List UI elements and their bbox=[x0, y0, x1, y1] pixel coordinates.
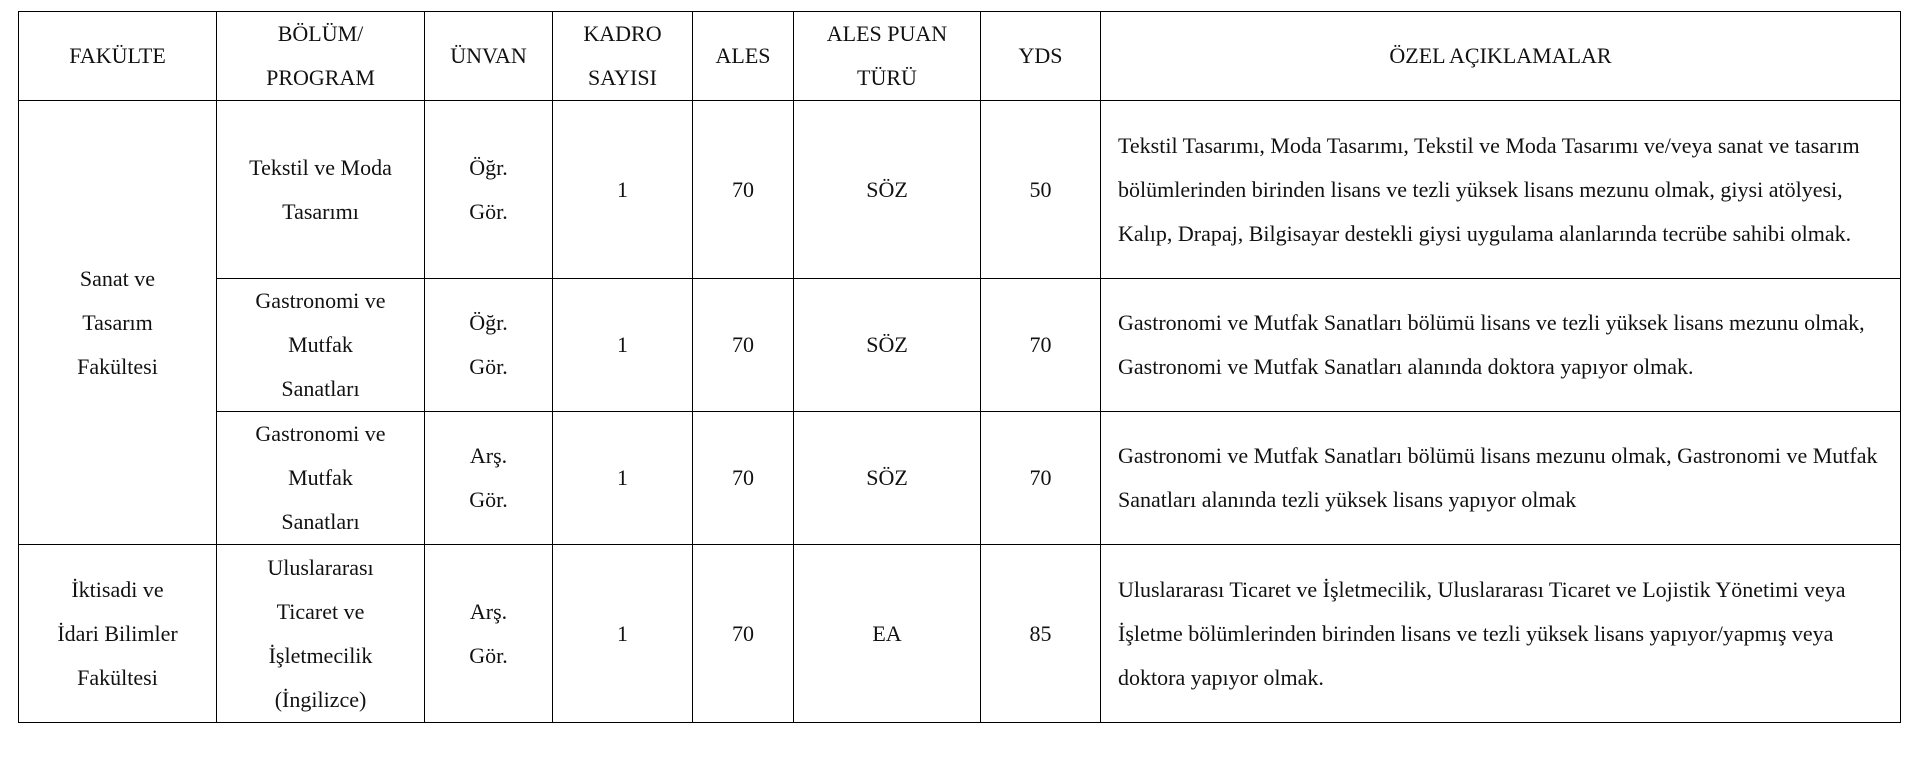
header-program: BÖLÜM/ PROGRAM bbox=[216, 11, 425, 101]
header-ales-type: ALES PUAN TÜRÜ bbox=[793, 11, 981, 101]
program-cell: Tekstil ve Moda Tasarımı bbox=[216, 100, 425, 279]
table-row: İktisadi ve İdari Bilimler Fakültesi Ulu… bbox=[18, 544, 1901, 723]
table-row: Gastronomi ve Mutfak Sanatları Öğr. Gör.… bbox=[19, 278, 1901, 412]
header-faculty: FAKÜLTE bbox=[18, 11, 217, 101]
notes-cell: Uluslararası Ticaret ve İşletmecilik, Ul… bbox=[1100, 544, 1901, 723]
header-ales: ALES bbox=[692, 11, 794, 101]
positions-table: FAKÜLTE BÖLÜM/ PROGRAM ÜNVAN KADRO SAYIS… bbox=[18, 11, 1901, 723]
yds-cell: 85 bbox=[980, 544, 1101, 723]
yds-cell: 50 bbox=[980, 100, 1101, 279]
count-cell: 1 bbox=[552, 411, 693, 545]
ales-cell: 70 bbox=[692, 544, 794, 723]
title-cell: Arş. Gör. bbox=[424, 411, 553, 545]
ales-type-cell: SÖZ bbox=[793, 411, 981, 545]
title-cell: Öğr. Gör. bbox=[424, 278, 553, 412]
ales-cell: 70 bbox=[692, 278, 794, 412]
program-cell: Uluslararası Ticaret ve İşletmecilik (İn… bbox=[216, 544, 425, 723]
ales-cell: 70 bbox=[692, 100, 794, 279]
header-notes: ÖZEL AÇIKLAMALAR bbox=[1100, 11, 1901, 101]
faculty-cell: İktisadi ve İdari Bilimler Fakültesi bbox=[18, 544, 217, 723]
notes-cell: Gastronomi ve Mutfak Sanatları bölümü li… bbox=[1100, 411, 1901, 545]
header-yds: YDS bbox=[980, 11, 1101, 101]
program-cell: Gastronomi ve Mutfak Sanatları bbox=[216, 411, 425, 545]
title-cell: Öğr. Gör. bbox=[424, 100, 553, 279]
header-count: KADRO SAYISI bbox=[552, 11, 693, 101]
table-row: Gastronomi ve Mutfak Sanatları Arş. Gör.… bbox=[19, 411, 1901, 545]
count-cell: 1 bbox=[552, 544, 693, 723]
table-row: Sanat ve Tasarım Fakültesi Tekstil ve Mo… bbox=[18, 100, 1901, 545]
notes-cell: Gastronomi ve Mutfak Sanatları bölümü li… bbox=[1100, 278, 1901, 412]
header-title: ÜNVAN bbox=[424, 11, 553, 101]
count-cell: 1 bbox=[552, 278, 693, 412]
count-cell: 1 bbox=[552, 100, 693, 279]
faculty-cell: Sanat ve Tasarım Fakültesi bbox=[18, 100, 217, 545]
ales-type-cell: SÖZ bbox=[793, 100, 981, 279]
title-cell: Arş. Gör. bbox=[424, 544, 553, 723]
ales-type-cell: EA bbox=[793, 544, 981, 723]
yds-cell: 70 bbox=[980, 411, 1101, 545]
program-cell: Gastronomi ve Mutfak Sanatları bbox=[216, 278, 425, 412]
notes-cell: Tekstil Tasarımı, Moda Tasarımı, Tekstil… bbox=[1100, 100, 1901, 279]
header-row: FAKÜLTE BÖLÜM/ PROGRAM ÜNVAN KADRO SAYIS… bbox=[18, 11, 1901, 101]
ales-cell: 70 bbox=[692, 411, 794, 545]
yds-cell: 70 bbox=[980, 278, 1101, 412]
ales-type-cell: SÖZ bbox=[793, 278, 981, 412]
